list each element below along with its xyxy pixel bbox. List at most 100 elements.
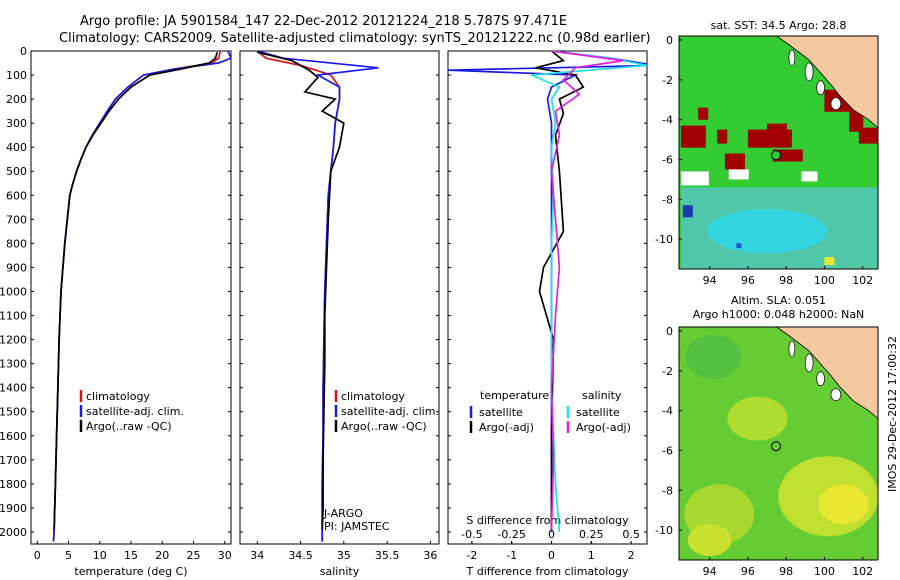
y-tick-label: 600	[6, 189, 27, 202]
x2-tick-label: -0.25	[497, 528, 525, 541]
y-tick-label: 2000	[0, 526, 27, 539]
panel-differences: -2 -1 0 1 2 T difference from climatology -0.5…	[447, 50, 648, 578]
series-line-1	[535, 51, 585, 530]
x-tick-label: 30	[218, 549, 232, 562]
y-tick-label: -2	[662, 365, 673, 378]
legend-label: Argo(-adj)	[479, 421, 534, 434]
land-mass	[775, 327, 878, 420]
legend-label: satellite	[479, 406, 523, 419]
sst-warm-cell	[698, 107, 709, 120]
x-tick-label: 25	[187, 549, 201, 562]
island	[816, 80, 825, 96]
sst-deep-cell	[682, 205, 693, 218]
x-tick-label: 35	[337, 549, 351, 562]
x2-tick-label: 0.25	[579, 528, 604, 541]
y-tick-label: 400	[6, 141, 27, 154]
x-axis-label: T difference from climatology	[466, 565, 629, 578]
x2-tick-label: 0.5	[622, 528, 640, 541]
sst-missing-cell	[801, 171, 818, 182]
x-tick-label: 10	[93, 549, 107, 562]
series-line-0	[52, 51, 222, 542]
x2-axis-label: S difference from climatology	[466, 514, 629, 527]
y-tick-label: 900	[6, 261, 27, 274]
island	[804, 62, 814, 82]
legend-label: Argo(-adj)	[576, 421, 631, 434]
y-tick-label: -8	[662, 484, 673, 497]
y-tick-label: 800	[6, 237, 27, 250]
island	[788, 49, 796, 67]
y-tick-label: 0	[666, 325, 673, 338]
island	[816, 371, 825, 387]
map-title: Argo h1000: 0.048 h2000: NaN	[693, 308, 865, 321]
y-tick-label: 500	[6, 165, 27, 178]
x-tick-label: 0	[548, 549, 555, 562]
series-group	[448, 51, 647, 533]
x2-tick-label: -0.5	[461, 528, 482, 541]
legend-label: satellite	[576, 406, 620, 419]
map-title: Altim. SLA: 0.051	[731, 294, 826, 307]
sst-warm-cell	[849, 111, 864, 132]
x-tick-label: -1	[506, 549, 517, 562]
x-tick-label: 96	[741, 565, 755, 578]
series-group	[256, 51, 379, 542]
y-tick-label: 300	[6, 117, 27, 130]
y-tick-label: 1400	[0, 382, 27, 395]
sst-warm-cell	[717, 129, 728, 144]
panel-salinity: 34 34.5 35 35.5 36 salinity climatology satelli…	[239, 50, 440, 578]
x-tick-label: 94	[703, 565, 717, 578]
series-line-3	[550, 51, 624, 530]
x-tick-label: 1	[588, 549, 595, 562]
sla-high	[687, 524, 732, 557]
sst-missing-cell	[728, 169, 749, 180]
sla-high	[727, 396, 788, 441]
footer-credit: IMOS 29-Dec-2012 17:00:32	[886, 336, 899, 492]
map-sst: 94 96 98 100 102 0 -2 -4 -6 -8 -10 sat. SST: 34.5 A…	[655, 19, 879, 287]
header-line1: Argo profile: JA 5901584_147 22-Dec-2012…	[80, 14, 567, 29]
island	[830, 388, 842, 402]
sst-warm-cell	[680, 125, 706, 148]
y-tick-label: 1800	[0, 478, 27, 491]
x-tick-label: 0	[34, 549, 41, 562]
legend-label: satellite-adj. clim.	[341, 405, 439, 418]
x-tick-label: 20	[155, 549, 169, 562]
x-tick-label: 102	[852, 565, 873, 578]
legend-label: satellite-adj. clim.	[86, 405, 184, 418]
y-tick-label: -4	[662, 405, 673, 418]
y-tick-label: -2	[662, 74, 673, 87]
x-tick-label: 102	[852, 274, 873, 287]
y-tick-label: 1200	[0, 334, 27, 347]
y-tick-label: -6	[662, 153, 673, 166]
argo-float-marker	[771, 441, 782, 452]
sst-warm-cell	[858, 127, 878, 144]
sst-warm-cell	[724, 153, 745, 170]
plot-frame	[239, 50, 440, 545]
x-tick-label: 36	[423, 549, 437, 562]
y-tick-label: 0	[666, 34, 673, 47]
x-tick-label: 94	[703, 274, 717, 287]
y-tick-label: 1000	[0, 285, 27, 298]
x-tick-label: 100	[814, 274, 835, 287]
header-line2: Climatology: CARS2009. Satellite-adjuste…	[59, 31, 651, 46]
legend-label: Argo(..raw -QC)	[86, 420, 172, 433]
series-group	[52, 51, 231, 542]
legend-header: salinity	[582, 389, 622, 402]
series-line-2	[531, 51, 647, 533]
x-tick-label: 96	[741, 274, 755, 287]
map-frame	[678, 35, 879, 270]
island	[788, 340, 796, 358]
x2-tick-label: 0	[548, 528, 555, 541]
y-tick-label: 700	[6, 213, 27, 226]
y-tick-label: -10	[655, 524, 673, 537]
legend-header: temperature	[480, 389, 549, 402]
legend-label: Argo(..raw -QC)	[341, 420, 427, 433]
x-tick-label: 15	[124, 549, 138, 562]
y-tick-label: 1900	[0, 502, 27, 515]
y-tick-label: -4	[662, 114, 673, 127]
series-line-2	[53, 51, 219, 530]
sla-low	[685, 334, 742, 379]
x-tick-label: 100	[814, 565, 835, 578]
y-tick-label: 100	[6, 69, 27, 82]
series-line-2	[257, 51, 345, 530]
map-title: sat. SST: 34.5 Argo: 28.8	[711, 19, 847, 32]
